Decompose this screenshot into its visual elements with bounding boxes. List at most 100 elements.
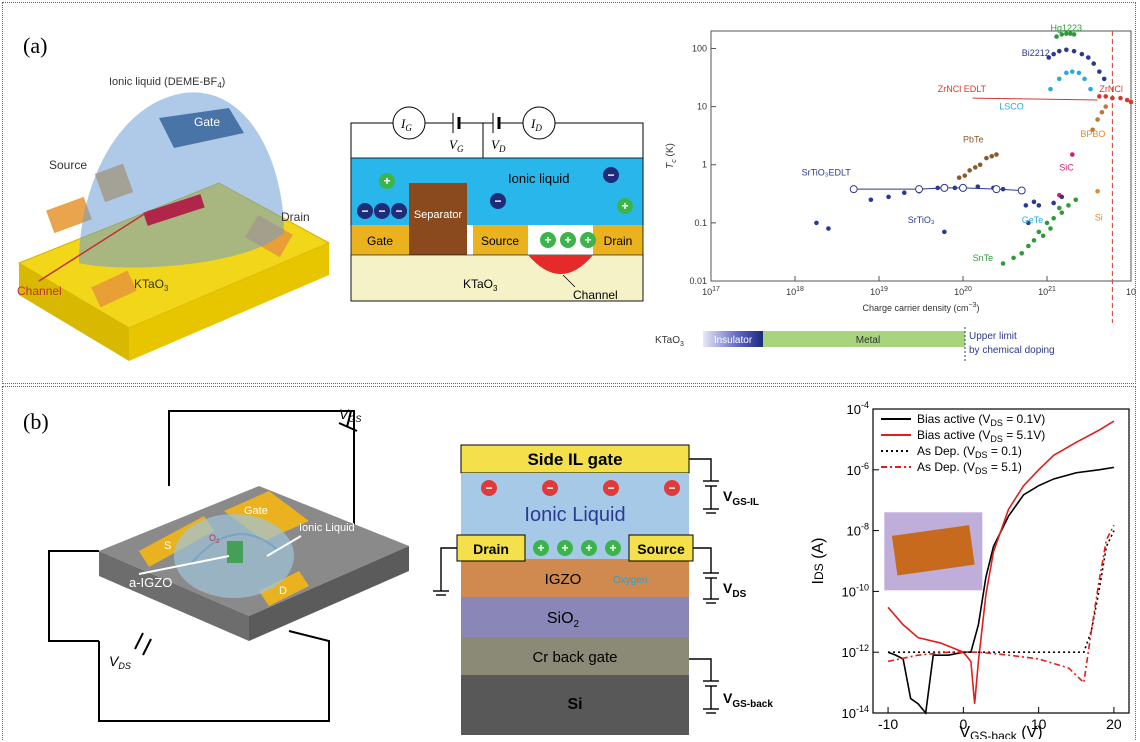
data-point [1026,243,1031,249]
series-label: SiC [1059,162,1074,172]
side-gate-label: Side IL gate [527,450,622,469]
data-point [901,190,907,196]
legend-label: Bias active (VDS = 0.1V) [917,412,1045,428]
ion-plus: + [621,199,628,213]
data-point [1103,104,1109,109]
data-point [1097,94,1102,99]
data-point [1091,61,1097,66]
ion-minus: − [668,481,675,495]
data-point [1099,109,1105,115]
ion-minus: − [361,204,368,218]
legend-label: As Dep. (VDS = 0.1) [917,444,1022,460]
ion-minus: − [607,481,614,495]
tc-x-tick-label: 1021 [1038,286,1056,297]
data-point [967,168,972,173]
stack-source-label: Source [637,541,685,557]
device-b-d-label: D [279,585,287,597]
data-point [1118,95,1123,101]
v-gs-il-label: VGS-IL [723,488,759,508]
data-point [1036,229,1042,235]
vd-label: VD [491,137,506,154]
data-point [1088,86,1093,92]
data-point [1069,152,1075,157]
data-point [814,220,819,226]
tc-y-tick-label: 0.01 [689,276,707,286]
device-b-o2-label: O2 [209,533,220,545]
legend-label: Bias active (VDS = 5.1V) [917,428,1045,444]
data-point [1059,32,1065,37]
ion-minus: − [395,204,402,218]
stack-drain-label: Drain [473,541,509,557]
upper-limit-label-2: by chemical doping [969,345,1055,356]
data-point [1056,205,1062,211]
v-gs-back-label: VGS-back [723,690,773,710]
data-point [1031,238,1037,243]
data-point [1051,215,1056,221]
legend-label: As Dep. (VDS = 5.1) [917,460,1022,476]
data-point [826,226,831,231]
ids-y-tick-label: 10-8 [847,522,869,539]
data-point [1051,200,1056,206]
series-label: LSCO [999,101,1024,111]
data-point [1082,76,1087,82]
ion-plus: + [564,233,571,247]
data-point [1095,117,1100,122]
device-b-s-label: S [164,540,171,552]
series-label: GeTe [1022,215,1044,225]
data-point [1128,99,1134,105]
data-point [1071,48,1077,54]
device-b-vgs-label: VGS [339,406,361,424]
circuit-drain-label: Drain [604,234,633,248]
data-point [1068,31,1073,36]
data-point [977,162,983,168]
ids-x-axis-label: VGS-back (V) [959,724,1042,739]
tc-x-tick-label: 1020 [954,286,972,297]
data-point [1040,233,1046,239]
circuit-substrate-label: KTaO3 [463,277,498,293]
stack-igzo-label: IGZO [545,571,582,588]
data-point [992,185,1001,194]
device-a-gate-label: Gate [194,115,220,129]
data-point [1079,51,1085,57]
ids-plot-frame [872,408,1130,714]
ids-series-line [887,420,1115,704]
device-3d-a: Ionic liquid (DEME-BF4) Gate Source Drai… [17,76,331,361]
ids-y-tick-label: 10-10 [842,582,869,599]
data-point [1066,203,1071,208]
series-label: ZrNCl [1099,84,1123,94]
circuit-channel-label: Channel [573,288,618,302]
data-point [1017,186,1026,195]
tc-y-tick-label: 10 [697,102,707,112]
data-point [942,229,947,235]
data-point [1071,32,1077,37]
ids-y-axis-label: IDS (A) [810,538,827,585]
data-point [868,197,874,203]
ids-y-tick-label: 10-14 [842,704,869,721]
tc-x-axis-label: Charge carrier density (cm−3) [862,302,979,313]
ion-plus: + [609,541,616,555]
data-point [1064,70,1069,76]
data-point [1019,250,1025,256]
doping-bar: KTaO3 Insulator Metal Upper limit by che… [655,327,1055,361]
stack-ionic-liquid-label: Ionic Liquid [524,504,625,526]
layer-stack-b: − − − − + + + + Side IL gate Ionic Liqui… [433,444,773,735]
tc-x-tick-label: 1017 [702,286,720,297]
data-point [1000,261,1006,266]
data-point [1051,51,1056,57]
series-label: SrTiO₃EDLT [802,168,852,178]
data-point [1124,97,1130,103]
data-point [994,152,999,157]
tc-x-tick-label: 1018 [786,286,804,297]
panel-b-label: (b) [23,409,49,434]
ion-minus: − [485,481,492,495]
data-point [959,183,967,192]
data-point [1103,94,1109,99]
stack-si-label: Si [567,696,582,713]
bar-material-label: KTaO3 [655,335,684,348]
ion-minus: − [546,481,553,495]
device-3d-b: VGS VDS Gate S D a-IGZO Ionic Liquid O2 [48,406,409,722]
tc-x-tick-label: 10 [1126,287,1136,297]
device-a-source-label: Source [49,158,87,172]
tc-y-tick-label: 0.1 [694,218,707,228]
ion-plus: + [383,174,390,188]
